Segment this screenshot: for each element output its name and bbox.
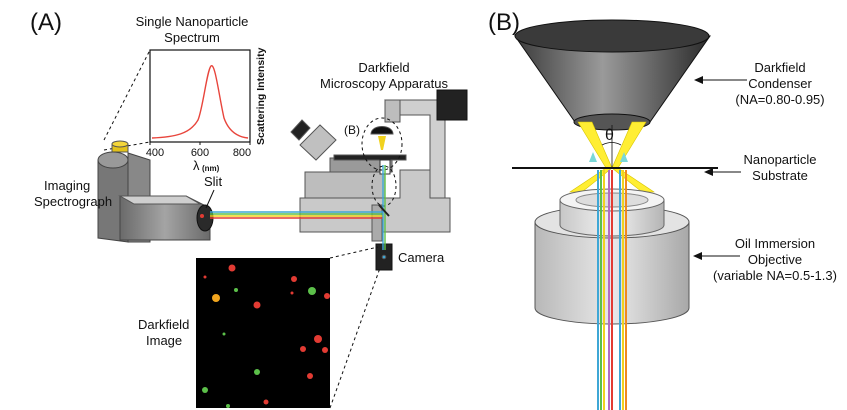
spectrum-plot-frame bbox=[149, 49, 251, 143]
arrow-icon bbox=[693, 252, 702, 260]
slit-light-spot bbox=[200, 214, 204, 218]
slit-label: Slit bbox=[204, 174, 222, 189]
objective-label-line2: Objective bbox=[748, 252, 802, 267]
arrow-icon bbox=[704, 168, 713, 176]
condenser-label-line3: (NA=0.80-0.95) bbox=[735, 92, 824, 107]
substrate-label: Nanoparticle Substrate bbox=[704, 152, 817, 183]
darkfield-image-particles bbox=[202, 264, 330, 408]
apparatus-title-line2: Microscopy Apparatus bbox=[320, 76, 448, 91]
spectrograph-label-line1: Imaging bbox=[44, 178, 90, 193]
objective-label-line3: (variable NA=0.5-1.3) bbox=[713, 268, 837, 283]
panel-b-label: (B) bbox=[488, 9, 520, 36]
condenser-label-line1: Darkfield bbox=[754, 60, 805, 75]
panel-a-label: (A) bbox=[30, 9, 62, 36]
condenser-label: Darkfield Condenser (NA=0.80-0.95) bbox=[694, 60, 825, 107]
imaging-spectrograph bbox=[97, 140, 214, 243]
arrow-icon bbox=[694, 76, 703, 84]
inset-b-marker-circle bbox=[361, 117, 403, 171]
apparatus-title-line1: Darkfield bbox=[358, 60, 409, 75]
image-leader-line bbox=[329, 267, 381, 409]
spectrum-title-line1: Single Nanoparticle bbox=[136, 14, 249, 29]
beam-splitter bbox=[378, 204, 390, 217]
darkfield-microscope bbox=[290, 89, 468, 271]
darkfield-image-label-line1: Darkfield bbox=[138, 317, 189, 332]
objective-label: Oil Immersion Objective (variable NA=0.5… bbox=[693, 236, 837, 283]
inset-b-marker: (B) bbox=[344, 123, 360, 137]
camera-label: Camera bbox=[398, 250, 445, 265]
darkfield-condenser bbox=[514, 19, 711, 131]
spectrum-xtick-0: 400 bbox=[146, 147, 164, 159]
spectrum-title-line2: Spectrum bbox=[164, 30, 220, 45]
inset-leader-line bbox=[103, 49, 151, 141]
darkfield-image bbox=[196, 258, 330, 408]
condenser-label-line2: Condenser bbox=[748, 76, 812, 91]
spectrum-ylabel: Scattering Intensity bbox=[255, 47, 267, 145]
collected-light-beams bbox=[597, 170, 627, 410]
spectrum-xtick-2: 800 bbox=[233, 147, 251, 159]
image-leader-line bbox=[329, 246, 379, 259]
spectrum-peak-curve bbox=[151, 65, 249, 139]
objective-label-line1: Oil Immersion bbox=[735, 236, 815, 251]
spectrograph-label-line2: Spectrograph bbox=[34, 194, 112, 209]
theta-arc bbox=[601, 142, 622, 146]
spectrum-inset: Single Nanoparticle Spectrum 400 600 800… bbox=[136, 14, 267, 173]
theta-symbol: θ bbox=[605, 127, 614, 144]
camera-port-circle bbox=[371, 165, 397, 207]
substrate-label-line1: Nanoparticle bbox=[744, 152, 817, 167]
slit-pointer bbox=[205, 189, 215, 209]
spectrum-xlabel-unit: (nm) bbox=[202, 164, 220, 173]
spectrum-xtick-1: 600 bbox=[191, 147, 209, 159]
spectrum-xlabel-symbol: λ bbox=[193, 158, 200, 173]
substrate-label-line2: Substrate bbox=[752, 168, 808, 183]
darkfield-image-label-line2: Image bbox=[146, 333, 182, 348]
light-beam-a bbox=[210, 165, 386, 250]
